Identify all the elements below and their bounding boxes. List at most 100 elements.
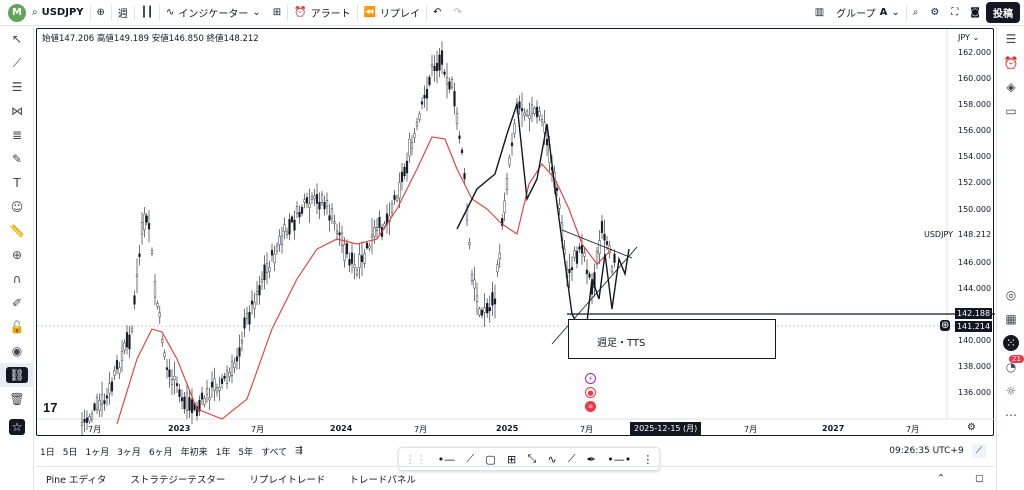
line-icon[interactable]: ⟋	[567, 452, 576, 465]
hline-icon[interactable]: •—•	[607, 452, 632, 466]
link-tool[interactable]: ⛓	[0, 363, 34, 387]
emoji-tool[interactable]: ☺	[0, 195, 34, 219]
candle-body	[415, 122, 419, 127]
brush-tool[interactable]: ✎	[0, 147, 34, 171]
collapse-up-icon[interactable]: ⌃	[937, 473, 946, 484]
chart-pane[interactable]: 17 週足・TTS ⚡ ● ≡	[36, 28, 995, 437]
group-label: グループ	[836, 9, 876, 20]
layers-button[interactable]: ◈	[997, 75, 1024, 99]
post-button[interactable]: 投稿	[986, 2, 1020, 23]
symbol-search-button[interactable]: ⌕ USDJPY	[26, 0, 90, 26]
group-button[interactable]: グループ A ⌄	[830, 0, 906, 26]
maximize-icon[interactable]: ▢	[975, 473, 984, 484]
lightning-icon[interactable]: ⚡	[585, 373, 596, 384]
target-button[interactable]: ◎	[997, 283, 1024, 307]
hide-tool[interactable]: ◉	[0, 339, 34, 363]
layout-panels-button[interactable]: ▥	[809, 0, 830, 26]
tf-5y[interactable]: 5年	[238, 447, 254, 458]
drag-handle-icon[interactable]: ⋮⋮	[404, 452, 427, 466]
candle-body	[375, 227, 379, 231]
add-alert-plus-icon[interactable]: ⊕	[940, 320, 951, 331]
alert-button[interactable]: ⏰ アラート	[288, 0, 356, 26]
notifications-button[interactable]: ◔ 21	[997, 355, 1024, 379]
currency-label[interactable]: JPY ⌄	[958, 33, 979, 42]
candle-body	[240, 339, 244, 344]
pattern-tool[interactable]: ⋈	[0, 99, 34, 123]
date-range-button[interactable]: ⇶	[291, 446, 307, 456]
help-button[interactable]: ☼	[997, 379, 1024, 403]
tf-6m[interactable]: 6ヶ月	[148, 447, 173, 458]
calendar-button[interactable]: ▦	[997, 307, 1024, 331]
path-icon[interactable]: ⤡	[527, 452, 537, 465]
zigzag-drawing[interactable]	[456, 103, 630, 342]
layouts-button[interactable]: ⊞	[267, 0, 287, 26]
horizontal-lines-tool[interactable]: ☰	[0, 75, 34, 99]
candle-body	[480, 310, 484, 316]
event-dot-icon[interactable]: ●	[585, 387, 596, 398]
crosshair-box-icon[interactable]: ⊞	[507, 452, 517, 466]
price-chart[interactable]: 17	[37, 29, 995, 437]
tab-replay-trade[interactable]: リプレイトレード	[249, 474, 326, 486]
cursor-tool[interactable]: ↖	[0, 27, 34, 51]
candle-body	[168, 369, 171, 377]
tf-ytd[interactable]: 年初来	[180, 447, 208, 458]
tab-trade-panel[interactable]: トレードパネル	[349, 474, 416, 486]
apps-button[interactable]: ⁙	[997, 331, 1024, 355]
watchlist-button[interactable]: ☰	[997, 27, 1024, 51]
time-tick-label: 7月	[88, 425, 102, 434]
lock-tool[interactable]: 🔓	[0, 315, 34, 339]
ruler-tool[interactable]: 📏	[0, 219, 34, 243]
tf-1d[interactable]: 1日	[40, 447, 55, 458]
tf-5d[interactable]: 5日	[62, 447, 78, 458]
replay-button[interactable]: ⏪ リプレイ	[358, 0, 426, 26]
more-button[interactable]: ⋯	[997, 403, 1024, 427]
candle-body	[345, 243, 349, 255]
tf-1m[interactable]: 1ヶ月	[85, 447, 110, 458]
indicators-button[interactable]: ∿ インジケーター ⌄	[160, 0, 267, 26]
compare-button[interactable]: ⊕	[91, 0, 111, 26]
alerts-button[interactable]: ⏰	[997, 51, 1024, 75]
trendline-tool[interactable]: ⟋	[0, 51, 34, 75]
fib-tool[interactable]: ≣	[0, 123, 34, 147]
segment-icon[interactable]: ⟋	[466, 452, 475, 465]
triangle-upper-line[interactable]	[561, 229, 633, 259]
ohlc-legend: 始値147.206 高値149.189 安値146.850 終値148.212	[42, 34, 259, 44]
snapshot-button[interactable]: ◙	[964, 0, 986, 26]
candle-body	[147, 223, 151, 230]
chart-type-button[interactable]: ┃┃	[135, 0, 159, 26]
adjust-button[interactable]: ⟋	[971, 444, 986, 458]
candle-body	[368, 245, 371, 249]
settings-button[interactable]: ⚙	[924, 0, 945, 26]
lock-draw-tool[interactable]: ✐	[0, 291, 34, 315]
user-avatar[interactable]: M	[8, 3, 26, 22]
zoom-tool[interactable]: ⊕	[0, 243, 34, 267]
indicators-label: インジケーター	[178, 9, 249, 20]
redo-button[interactable]: ↷	[447, 0, 467, 26]
undo-button[interactable]: ↶	[427, 0, 447, 26]
tab-strategy-tester[interactable]: ストラテジーテスター	[130, 474, 226, 486]
vline-icon[interactable]: ⋮	[642, 452, 654, 466]
us-flag-icon[interactable]: ≡	[585, 401, 596, 412]
favorites-tool[interactable]: ☆	[0, 415, 34, 439]
text-tool[interactable]: T	[0, 171, 34, 195]
quick-search-button[interactable]: ⌕	[907, 0, 925, 26]
triangle-lower-line[interactable]	[551, 246, 638, 345]
fullscreen-button[interactable]: ⛶	[945, 0, 964, 26]
tf-1y[interactable]: 1年	[215, 447, 231, 458]
polyline-icon[interactable]: ∿	[547, 452, 557, 466]
brush-line-icon[interactable]: ✒	[586, 452, 596, 466]
delete-tool[interactable]: 🗑	[0, 387, 34, 411]
interval-button[interactable]: 週	[117, 9, 128, 20]
tab-pine-editor[interactable]: Pine エディタ	[46, 474, 107, 486]
magnet-tool[interactable]: ∩	[0, 267, 34, 291]
price-tick-label: 152.000	[958, 178, 992, 187]
clock[interactable]: 09:26:35 UTC+9	[889, 446, 964, 456]
tf-all[interactable]: すべて	[261, 447, 288, 458]
grid-icon: ⊞	[272, 7, 282, 18]
tf-3m[interactable]: 3ヶ月	[117, 447, 141, 458]
rectangle-icon[interactable]: ▢	[485, 452, 496, 466]
axis-settings-button[interactable]: ⚙	[967, 422, 976, 433]
chat-button[interactable]: ▭	[997, 99, 1024, 123]
annotation-box[interactable]: 週足・TTS	[568, 319, 776, 359]
ray-icon[interactable]: •—	[437, 452, 456, 466]
